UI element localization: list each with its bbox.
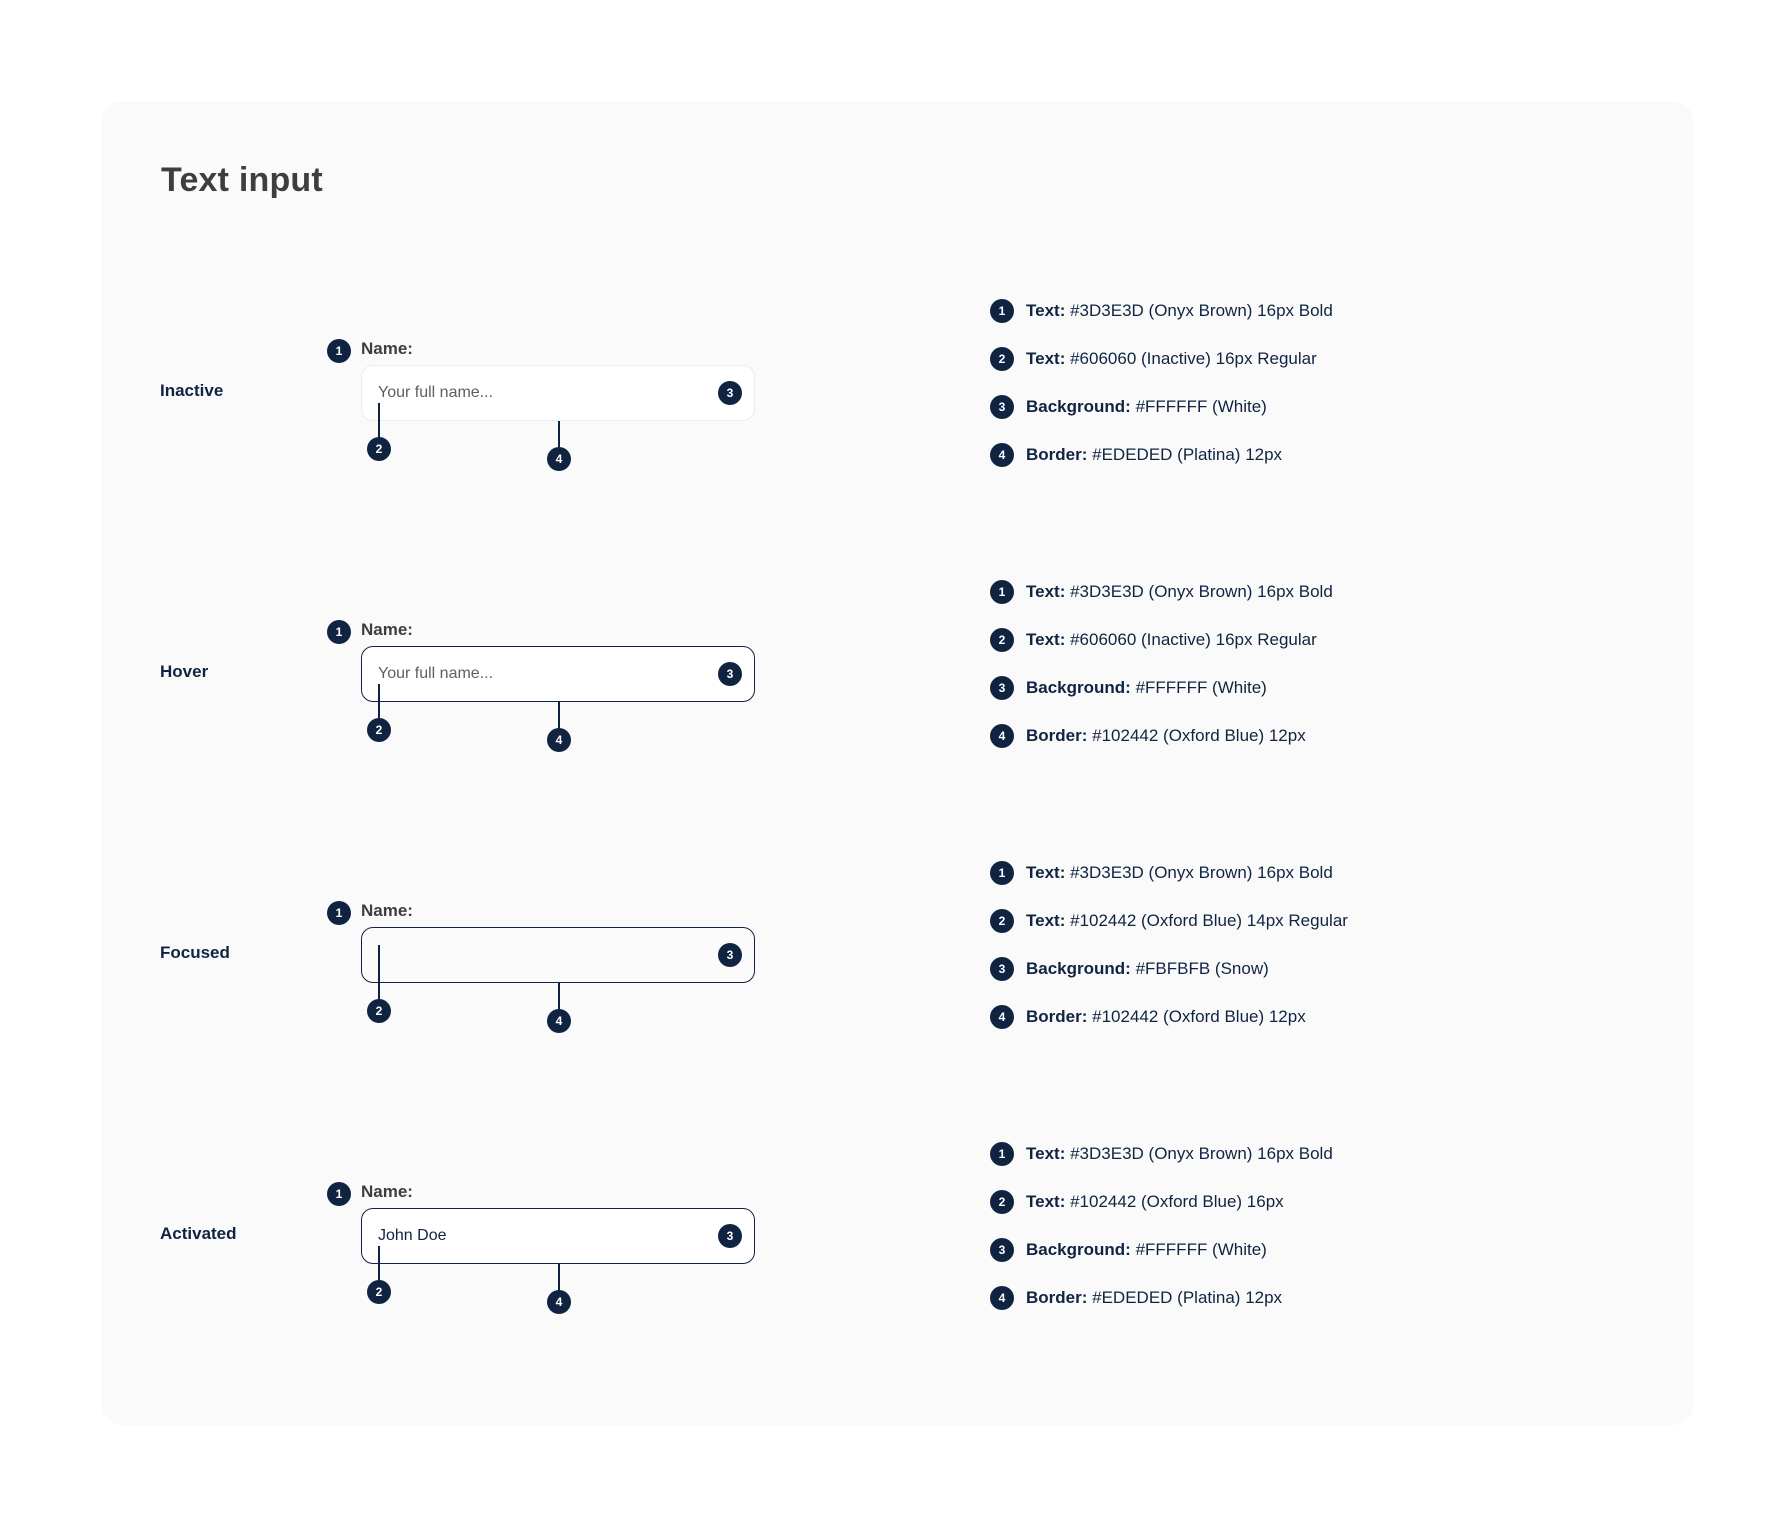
spec-value: #102442 (Oxford Blue) 12px [1092, 726, 1306, 745]
spec-key: Border: [1026, 1007, 1088, 1026]
spec-badge: 2 [990, 628, 1014, 652]
text-input-activated[interactable]: John Doe [361, 1208, 755, 1264]
spec-badge: 4 [990, 724, 1014, 748]
spec-value: #FBFBFB (Snow) [1135, 959, 1269, 978]
spec-badge: 3 [990, 1238, 1014, 1262]
callout-line-4 [558, 421, 560, 449]
spec-key: Background: [1026, 1240, 1131, 1259]
spec-value: #EDEDED (Platina) 12px [1092, 1288, 1283, 1307]
spec-key: Background: [1026, 959, 1131, 978]
callout-line-4 [558, 702, 560, 730]
spec-badge: 1 [990, 861, 1014, 885]
spec-key: Text: [1026, 1192, 1066, 1211]
spec-value: #606060 (Inactive) 16px Regular [1070, 630, 1317, 649]
text-caret [378, 945, 380, 965]
spec-badge: 2 [990, 1190, 1014, 1214]
state-label: Hover [160, 662, 209, 681]
spec-key: Text: [1026, 301, 1066, 320]
spec-key: Background: [1026, 397, 1131, 416]
spec-badge: 1 [990, 580, 1014, 604]
spec-value: #3D3E3D (Onyx Brown) 16px Bold [1070, 582, 1333, 601]
spec-badge: 2 [990, 347, 1014, 371]
spec-badge: 4 [990, 1286, 1014, 1310]
spec-badge: 1 [990, 299, 1014, 323]
spec-value: #102442 (Oxford Blue) 16px [1070, 1192, 1284, 1211]
spec-value: #EDEDED (Platina) 12px [1092, 445, 1283, 464]
callout-line-4 [558, 983, 560, 1011]
callout-line-2 [378, 403, 380, 439]
callout-badge-1: 1 [327, 901, 351, 925]
state-hover: Hover 1 Name: Your full name... 3 2 4 1 … [101, 564, 1694, 764]
callout-badge-1: 1 [327, 1182, 351, 1206]
callout-line-2 [378, 684, 380, 720]
spec-badge: 3 [990, 957, 1014, 981]
spec-key: Background: [1026, 678, 1131, 697]
spec-badge: 4 [990, 443, 1014, 467]
spec-value: #3D3E3D (Onyx Brown) 16px Bold [1070, 1144, 1333, 1163]
callout-badge-2: 2 [367, 437, 391, 461]
text-input-hover[interactable]: Your full name... [361, 646, 755, 702]
callout-line-2 [378, 1246, 380, 1282]
state-label: Inactive [160, 381, 224, 400]
spec-value: #102442 (Oxford Blue) 12px [1092, 1007, 1306, 1026]
spec-key: Text: [1026, 582, 1066, 601]
spec-value: #606060 (Inactive) 16px Regular [1070, 349, 1317, 368]
spec-value: #3D3E3D (Onyx Brown) 16px Bold [1070, 863, 1333, 882]
spec-key: Border: [1026, 726, 1088, 745]
state-focused: Focused 1 Name: 3 2 4 1 Text: #3D3E3D (O… [101, 845, 1694, 1045]
spec-key: Text: [1026, 630, 1066, 649]
text-input-focused[interactable] [361, 927, 755, 983]
callout-badge-3: 3 [718, 381, 742, 405]
spec-badge: 3 [990, 395, 1014, 419]
callout-badge-3: 3 [718, 943, 742, 967]
callout-badge-4: 4 [547, 1290, 571, 1314]
state-label: Focused [160, 943, 230, 962]
spec-badge: 1 [990, 1142, 1014, 1166]
spec-value: #102442 (Oxford Blue) 14px Regular [1070, 911, 1348, 930]
spec-key: Text: [1026, 863, 1066, 882]
spec-value: #FFFFFF (White) [1135, 1240, 1267, 1259]
page-title: Text input [161, 161, 323, 199]
callout-badge-2: 2 [367, 1280, 391, 1304]
state-label: Activated [160, 1224, 237, 1243]
spec-value: #FFFFFF (White) [1135, 397, 1267, 416]
callout-line-2 [378, 965, 380, 1001]
callout-badge-4: 4 [547, 447, 571, 471]
input-value: John Doe [378, 1227, 447, 1244]
input-placeholder: Your full name... [378, 665, 494, 682]
spec-key: Text: [1026, 349, 1066, 368]
spec-key: Text: [1026, 1144, 1066, 1163]
callout-badge-3: 3 [718, 1224, 742, 1248]
spec-key: Border: [1026, 1288, 1088, 1307]
spec-badge: 4 [990, 1005, 1014, 1029]
callout-badge-3: 3 [718, 662, 742, 686]
spec-key: Text: [1026, 911, 1066, 930]
state-activated: Activated 1 Name: John Doe 3 2 4 1 Text:… [101, 1126, 1694, 1326]
callout-badge-4: 4 [547, 728, 571, 752]
callout-badge-2: 2 [367, 999, 391, 1023]
spec-badge: 3 [990, 676, 1014, 700]
spec-key: Border: [1026, 445, 1088, 464]
spec-badge: 2 [990, 909, 1014, 933]
field-label: Name: [361, 620, 413, 639]
callout-line-4 [558, 1264, 560, 1292]
spec-card: Text input Inactive 1 Name: Your full na… [101, 101, 1694, 1425]
text-input-inactive[interactable]: Your full name... [361, 365, 755, 421]
input-placeholder: Your full name... [378, 384, 494, 401]
callout-badge-1: 1 [327, 339, 351, 363]
spec-value: #FFFFFF (White) [1135, 678, 1267, 697]
spec-value: #3D3E3D (Onyx Brown) 16px Bold [1070, 301, 1333, 320]
callout-badge-2: 2 [367, 718, 391, 742]
callout-badge-1: 1 [327, 620, 351, 644]
callout-badge-4: 4 [547, 1009, 571, 1033]
field-label: Name: [361, 901, 413, 920]
state-inactive: Inactive 1 Name: Your full name... 3 2 4… [101, 283, 1694, 483]
field-label: Name: [361, 1182, 413, 1201]
field-label: Name: [361, 339, 413, 358]
